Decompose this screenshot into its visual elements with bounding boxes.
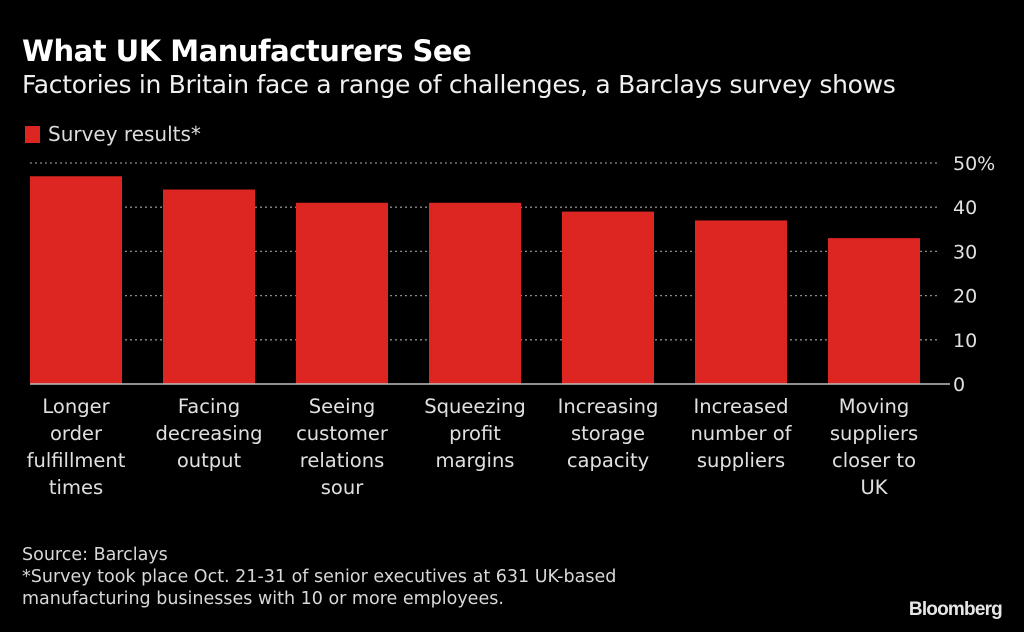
x-tick-label-line: Longer bbox=[42, 395, 110, 418]
bar bbox=[562, 211, 654, 384]
bar bbox=[429, 202, 521, 384]
bar bbox=[828, 238, 920, 384]
legend-label: Survey results* bbox=[48, 122, 201, 146]
x-tick-label-line: suppliers bbox=[697, 449, 785, 472]
x-tick-label-line: order bbox=[50, 422, 103, 445]
bars bbox=[30, 176, 920, 384]
x-tick-label-line: number of bbox=[690, 422, 792, 445]
x-tick-label: Seeing customer relations sour bbox=[296, 395, 389, 499]
footer: Source: Barclays *Survey took place Oct.… bbox=[22, 544, 616, 610]
bar bbox=[163, 189, 255, 384]
bar bbox=[695, 220, 787, 384]
legend-swatch bbox=[25, 125, 40, 143]
x-tick-label-line: storage bbox=[571, 422, 645, 445]
x-tick-label-line: suppliers bbox=[830, 422, 918, 445]
x-tick-label-line: decreasing bbox=[156, 422, 263, 445]
y-tick-label: 50% bbox=[953, 153, 995, 175]
footnote-line-2: manufacturing businesses with 10 or more… bbox=[22, 589, 504, 609]
x-tick-label: Increased number of suppliers bbox=[690, 395, 792, 472]
x-tick-label-line: customer bbox=[296, 422, 389, 445]
x-tick-label-line: relations bbox=[300, 449, 384, 472]
x-tick-label-line: profit bbox=[449, 422, 501, 445]
y-tick-label: 20 bbox=[953, 286, 977, 308]
x-tick-label-line: margins bbox=[436, 449, 515, 472]
x-tick-label-line: times bbox=[49, 476, 103, 499]
y-tick-label: 30 bbox=[953, 241, 977, 263]
legend: Survey results* bbox=[25, 122, 201, 146]
x-tick-label-line: Squeezing bbox=[424, 395, 526, 418]
x-tick-label-line: Facing bbox=[178, 395, 240, 418]
x-tick-label: Facing decreasing output bbox=[156, 395, 263, 472]
x-tick-label-line: sour bbox=[321, 476, 364, 499]
footnote-line-1: *Survey took place Oct. 21-31 of senior … bbox=[22, 567, 617, 587]
x-tick-label-line: Increased bbox=[694, 395, 789, 418]
x-tick-label-line: Moving bbox=[839, 395, 909, 418]
x-tick-label: Increasing storage capacity bbox=[558, 395, 659, 472]
chart-subtitle: Factories in Britain face a range of cha… bbox=[22, 70, 896, 99]
y-tick-label: 0 bbox=[953, 374, 965, 396]
x-tick-label-line: fulfillment bbox=[27, 449, 126, 472]
source-note: Source: Barclays bbox=[22, 545, 168, 565]
x-tick-label-line: Seeing bbox=[309, 395, 376, 418]
bar bbox=[30, 176, 122, 384]
x-tick-label-line: closer to bbox=[832, 449, 916, 472]
x-tick-label-line: UK bbox=[860, 476, 888, 499]
y-axis: 0 10 20 30 40 50% bbox=[30, 153, 995, 396]
x-axis-labels: Longer order fulfillment times Facing decreas… bbox=[27, 395, 919, 499]
bar bbox=[296, 202, 388, 384]
chart-title: What UK Manufacturers See bbox=[22, 34, 472, 68]
y-tick-label: 10 bbox=[953, 330, 977, 352]
x-tick-label: Squeezing profit margins bbox=[424, 395, 526, 472]
x-tick-label: Moving suppliers closer to UK bbox=[830, 395, 918, 499]
x-tick-label: Longer order fulfillment times bbox=[27, 395, 126, 499]
bloomberg-logo: Bloomberg bbox=[908, 599, 1003, 620]
x-tick-label-line: capacity bbox=[567, 449, 649, 472]
x-tick-label-line: Increasing bbox=[558, 395, 659, 418]
y-tick-label: 40 bbox=[953, 197, 977, 219]
x-tick-label-line: output bbox=[177, 449, 242, 472]
